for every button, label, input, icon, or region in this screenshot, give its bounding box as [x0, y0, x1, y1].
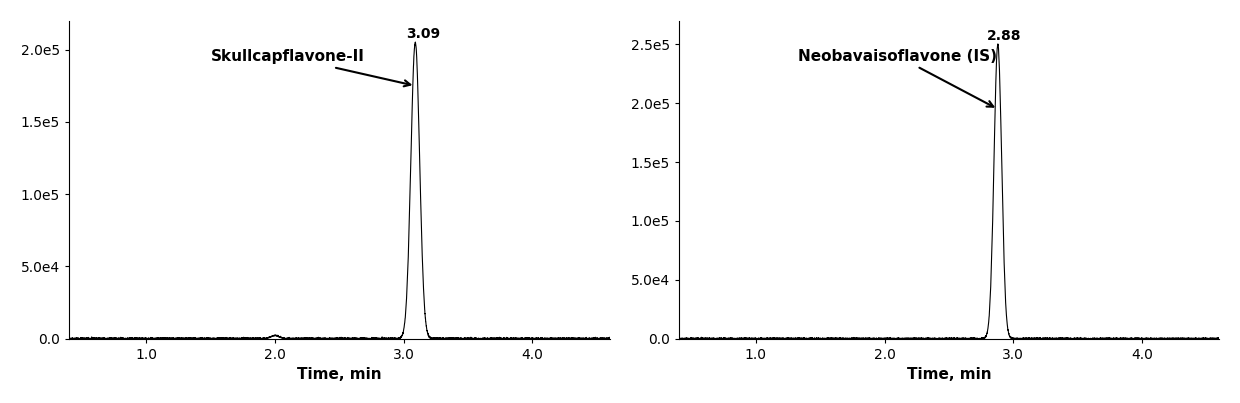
- Text: Neobavaisoflavone (IS): Neobavaisoflavone (IS): [799, 49, 997, 107]
- X-axis label: Time, min: Time, min: [906, 367, 991, 382]
- Text: 3.09: 3.09: [405, 27, 440, 41]
- Text: 2.88: 2.88: [987, 29, 1022, 43]
- X-axis label: Time, min: Time, min: [298, 367, 382, 382]
- Text: Skullcapflavone-II: Skullcapflavone-II: [211, 50, 410, 86]
